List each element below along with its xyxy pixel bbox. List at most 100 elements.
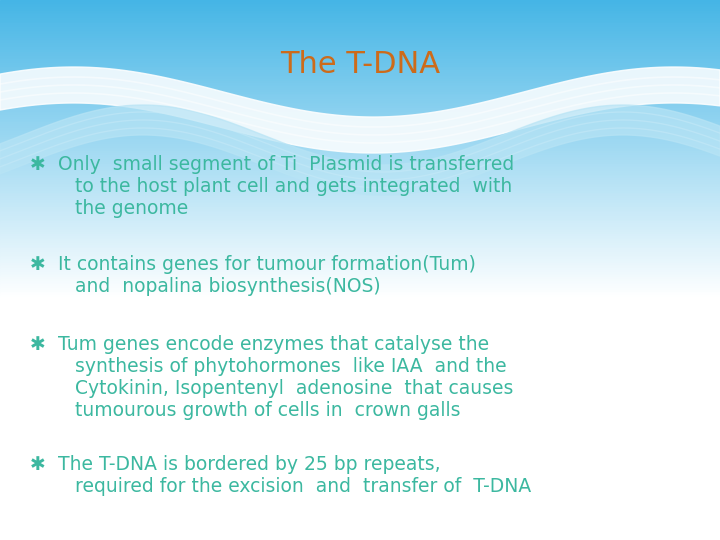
Text: Only  small segment of Ti  Plasmid is transferred: Only small segment of Ti Plasmid is tran… (58, 155, 514, 174)
Bar (0, 324, 720, 326)
Bar (0, 270, 720, 272)
Bar (0, 234, 720, 236)
Bar (0, 508, 720, 509)
Bar (0, 207, 720, 209)
Bar (0, 5, 720, 7)
Bar (0, 209, 720, 211)
Bar (0, 101, 720, 103)
Bar (0, 173, 720, 174)
Bar (0, 252, 720, 254)
Bar (0, 482, 720, 484)
Bar (0, 214, 720, 216)
Bar (0, 131, 720, 133)
Bar (0, 511, 720, 513)
Bar (0, 439, 720, 441)
Bar (0, 347, 720, 349)
Bar (0, 475, 720, 477)
Bar (0, 497, 720, 498)
Bar (0, 243, 720, 245)
Bar (0, 174, 720, 177)
Bar (0, 36, 720, 38)
Bar (0, 32, 720, 34)
Bar (0, 299, 720, 301)
Bar (0, 484, 720, 486)
Bar (0, 96, 720, 97)
Bar (0, 142, 720, 144)
Bar (0, 74, 720, 76)
Bar (0, 153, 720, 155)
Bar (0, 268, 720, 270)
Bar (0, 315, 720, 317)
Bar (0, 54, 720, 56)
Bar (0, 113, 720, 115)
Bar (0, 466, 720, 468)
Bar (0, 119, 720, 120)
Bar (0, 329, 720, 331)
Bar (0, 374, 720, 376)
Bar (0, 4, 720, 5)
Bar (0, 104, 720, 106)
Bar (0, 90, 720, 92)
Bar (0, 358, 720, 360)
Bar (0, 265, 720, 266)
Bar (0, 317, 720, 319)
Bar (0, 394, 720, 396)
Bar (0, 538, 720, 540)
Bar (0, 493, 720, 495)
Text: synthesis of phytohormones  like IAA  and the: synthesis of phytohormones like IAA and … (75, 357, 507, 376)
Text: Cytokinin, Isopentenyl  adenosine  that causes: Cytokinin, Isopentenyl adenosine that ca… (75, 379, 513, 398)
Bar (0, 147, 720, 150)
Bar (0, 344, 720, 346)
Bar (0, 373, 720, 374)
Bar (0, 194, 720, 196)
Bar (0, 178, 720, 180)
Bar (0, 387, 720, 389)
Bar (0, 400, 720, 401)
Bar (0, 187, 720, 189)
Bar (0, 524, 720, 525)
Bar (0, 340, 720, 342)
Bar (0, 295, 720, 297)
Bar (0, 369, 720, 371)
Bar (0, 45, 720, 47)
Bar (0, 162, 720, 164)
Bar (0, 506, 720, 508)
Bar (0, 86, 720, 88)
Bar (0, 139, 720, 140)
Bar (0, 231, 720, 232)
Bar (0, 441, 720, 443)
Bar (0, 320, 720, 322)
Bar (0, 227, 720, 228)
Bar (0, 509, 720, 511)
Bar (0, 331, 720, 333)
Bar (0, 106, 720, 108)
Bar (0, 123, 720, 124)
Bar (0, 263, 720, 265)
Text: Tum genes encode enzymes that catalyse the: Tum genes encode enzymes that catalyse t… (58, 335, 489, 354)
Bar (0, 450, 720, 452)
Bar (0, 486, 720, 488)
Text: required for the excision  and  transfer of  T-DNA: required for the excision and transfer o… (75, 477, 531, 496)
Bar (0, 470, 720, 471)
Bar (0, 474, 720, 475)
Bar (0, 92, 720, 93)
Bar (0, 326, 720, 328)
Bar (0, 196, 720, 198)
Bar (0, 437, 720, 439)
Text: The T-DNA is bordered by 25 bp repeats,: The T-DNA is bordered by 25 bp repeats, (58, 455, 441, 474)
Bar (0, 11, 720, 12)
Bar (0, 477, 720, 479)
Bar (0, 285, 720, 286)
Bar (0, 76, 720, 77)
Bar (0, 292, 720, 293)
Bar (0, 23, 720, 25)
Bar (0, 259, 720, 261)
Bar (0, 302, 720, 304)
Bar (0, 180, 720, 182)
Bar (0, 191, 720, 193)
Bar (0, 412, 720, 414)
Bar (0, 501, 720, 502)
Bar (0, 290, 720, 292)
Bar (0, 117, 720, 119)
Bar (0, 410, 720, 412)
